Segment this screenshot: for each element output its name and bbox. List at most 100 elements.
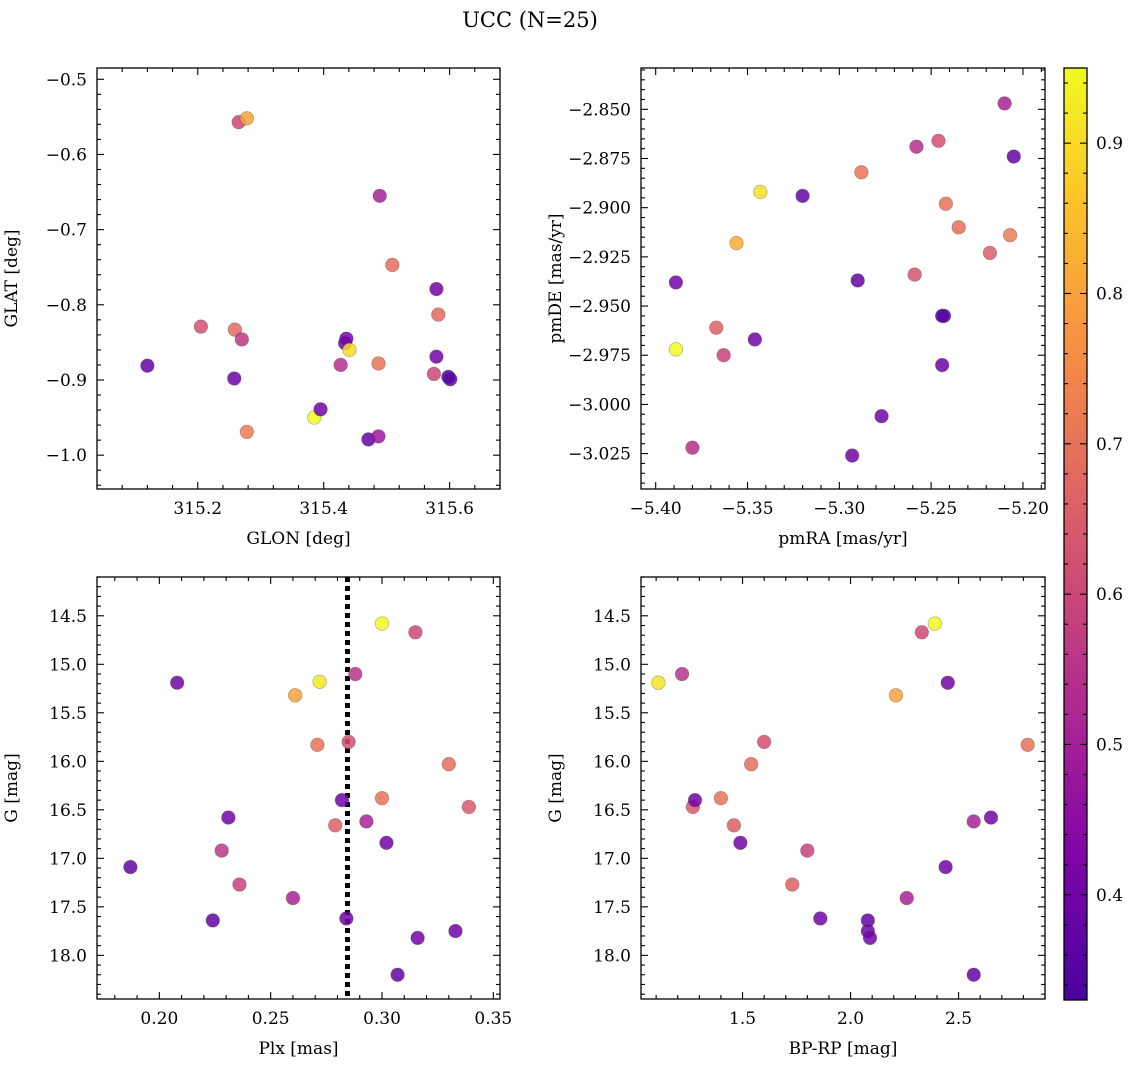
scatter-point — [333, 357, 348, 373]
scatter-point — [966, 967, 981, 982]
scatter-point — [931, 133, 946, 148]
scatter-point — [374, 616, 390, 631]
x-axis-label: BP-RP [mag] — [789, 1039, 898, 1059]
scatter-point — [899, 890, 914, 906]
scatter-point — [461, 799, 477, 815]
scatter-point — [716, 348, 731, 363]
y-tick-label: 18.0 — [49, 946, 87, 966]
y-axis-label: G [mag] — [546, 753, 566, 822]
scatter-point — [753, 184, 768, 200]
scatter-point — [909, 139, 924, 154]
scatter-point — [429, 281, 444, 297]
scatter-point — [334, 792, 350, 808]
colorbar-tick-label: 0.8 — [1096, 284, 1123, 304]
scatter-point — [938, 859, 953, 875]
scatter-point — [668, 342, 684, 357]
scatter-point — [709, 320, 724, 335]
scatter-point — [410, 930, 425, 946]
scatter-point — [429, 349, 444, 364]
y-tick-label: −2.900 — [568, 199, 631, 219]
scatter-point — [221, 810, 236, 825]
x-tick-label: −5.30 — [813, 499, 865, 519]
scatter-point — [713, 790, 729, 806]
y-tick-label: 17.0 — [49, 849, 87, 869]
y-tick-label: −0.6 — [46, 145, 87, 165]
y-tick-label: −2.925 — [568, 248, 631, 268]
y-axis-label: pmDE [mas/yr] — [546, 213, 566, 343]
scatter-point — [342, 342, 357, 358]
colorbar-tick-label: 0.5 — [1096, 735, 1123, 755]
y-tick-label: −2.975 — [568, 346, 631, 366]
panel-bprp-g: 1.5 2.0 2.5 14.5 15.0 15.5 16.0 16.5 17.0 17.5 18.… — [546, 576, 1046, 1059]
scatter-point — [997, 96, 1012, 111]
colorbar-tick-label: 0.7 — [1096, 435, 1123, 455]
scatter-point — [341, 734, 356, 750]
scatter-point — [854, 165, 869, 180]
panel-plx-g: 0.20 0.25 0.30 0.35 14.5 15.0 15.5 16.0 16.5 17.0… — [2, 576, 512, 1059]
x-tick-label: 315.2 — [173, 499, 222, 519]
y-tick-label: 16.0 — [49, 752, 87, 772]
scatter-point — [907, 267, 922, 282]
scatter-point — [374, 790, 390, 806]
x-tick-label: 0.20 — [140, 1009, 178, 1029]
y-tick-label: 15.0 — [49, 655, 87, 675]
scatter-point — [927, 616, 943, 631]
scatter-point — [651, 675, 666, 690]
scatter-point — [888, 688, 904, 703]
scatter-point — [844, 448, 860, 463]
y-axis-label: G [mag] — [2, 753, 22, 822]
colorbar-tick-label: 0.9 — [1096, 134, 1123, 154]
scatter-point — [850, 273, 865, 288]
scatter-point — [966, 814, 981, 829]
scatter-point — [214, 843, 229, 858]
y-tick-label: 14.5 — [49, 607, 87, 627]
scatter-point — [940, 675, 955, 690]
scatter-point — [348, 666, 363, 682]
scatter-point — [313, 402, 328, 417]
axes-frame — [96, 576, 501, 1000]
scatter-point — [800, 843, 815, 858]
y-tick-label: 16.0 — [593, 752, 631, 772]
y-tick-label: −3.000 — [568, 395, 631, 415]
y-tick-label: −2.850 — [568, 100, 631, 120]
scatter-point — [443, 372, 458, 387]
y-tick-label: 16.5 — [49, 801, 87, 821]
scatter-point — [239, 111, 255, 126]
y-tick-label: −3.025 — [568, 445, 631, 465]
scatter-point — [743, 757, 759, 772]
y-tick-label: −0.7 — [46, 221, 87, 241]
colorbar-tick-label: 0.4 — [1096, 886, 1123, 906]
axes-frame — [640, 576, 1046, 1000]
y-tick-label: 14.5 — [593, 607, 631, 627]
scatter-point — [726, 818, 742, 833]
scatter-point — [936, 308, 952, 324]
scatter-point — [1020, 737, 1035, 753]
scatter-point — [310, 737, 325, 753]
scatter-point — [328, 818, 343, 833]
panel-glon-glat: 315.2 315.4 315.6 −0.5 −0.6 −0.7 −0.8 −0.9 −1.0 G… — [2, 67, 501, 549]
scatter-point — [441, 757, 456, 772]
scatter-point — [733, 835, 748, 851]
x-tick-label: −5.40 — [630, 499, 682, 519]
scatter-point — [448, 923, 463, 939]
scatter-point — [379, 835, 394, 851]
x-tick-label: 315.4 — [299, 499, 348, 519]
colorbar: 0.4 0.5 0.6 0.7 0.8 0.9 — [1063, 67, 1123, 1001]
x-axis-label: GLON [deg] — [246, 529, 350, 549]
x-tick-label: 2.5 — [945, 1009, 972, 1029]
scatter-point — [239, 424, 255, 440]
scatter-point — [227, 371, 242, 386]
scatter-point — [747, 332, 763, 347]
axes-frame — [96, 67, 501, 490]
scatter-point — [287, 688, 303, 703]
y-tick-label: 17.0 — [593, 849, 631, 869]
scatter-point — [813, 911, 828, 926]
y-tick-label: 15.5 — [49, 704, 87, 724]
scatter-point — [938, 196, 954, 211]
scatter-point — [756, 734, 772, 750]
scatter-point — [795, 188, 810, 204]
figure-title: UCC (N=25) — [462, 8, 598, 32]
x-axis-label: Plx [mas] — [258, 1039, 338, 1059]
scatter-point — [371, 429, 386, 444]
scatter-point — [1002, 228, 1018, 243]
